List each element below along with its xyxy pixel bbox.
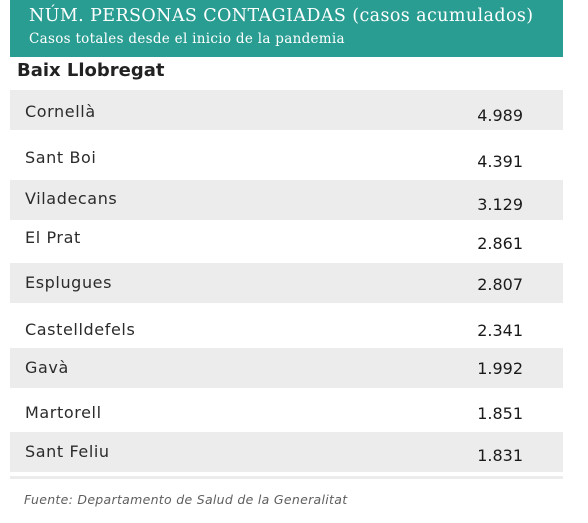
row-case-count: 1.992	[477, 359, 523, 378]
row-municipality-label: Viladecans	[25, 189, 118, 208]
table-row: Esplugues 2.807	[10, 263, 563, 303]
row-municipality-label: Castelldefels	[25, 320, 136, 339]
row-case-count: 1.831	[477, 446, 523, 465]
header-banner: NÚM. PERSONAS CONTAGIADAS (casos acumula…	[10, 0, 563, 57]
row-case-count: 4.391	[477, 152, 523, 171]
table-row: Castelldefels 2.341	[10, 310, 563, 350]
row-municipality-label: Sant Feliu	[25, 442, 110, 461]
source-note: Fuente: Departamento de Salud de la Gene…	[24, 492, 348, 507]
table-row: Martorell 1.851	[10, 392, 563, 432]
table-row: Viladecans 3.129	[10, 180, 563, 220]
row-municipality-label: Cornellà	[25, 102, 96, 121]
table-bottom-divider	[10, 476, 563, 479]
row-case-count: 2.807	[477, 275, 523, 294]
chart-title: NÚM. PERSONAS CONTAGIADAS (casos acumula…	[29, 6, 534, 26]
table-row: Gavà 1.992	[10, 348, 563, 388]
row-municipality-label: El Prat	[25, 228, 81, 247]
region-heading: Baix Llobregat	[17, 60, 165, 81]
row-case-count: 2.861	[477, 234, 523, 253]
row-municipality-label: Sant Boi	[25, 148, 97, 167]
row-case-count: 2.341	[477, 321, 523, 340]
row-case-count: 3.129	[477, 195, 523, 214]
row-municipality-label: Esplugues	[25, 273, 113, 292]
table-row: Cornellà 4.989	[10, 90, 563, 130]
table-row: Sant Feliu 1.831	[10, 432, 563, 472]
row-municipality-label: Gavà	[25, 358, 69, 377]
row-case-count: 4.989	[477, 106, 523, 125]
table-row: El Prat 2.861	[10, 220, 563, 260]
row-municipality-label: Martorell	[25, 403, 102, 422]
row-case-count: 1.851	[477, 404, 523, 423]
table-row: Sant Boi 4.391	[10, 139, 563, 179]
chart-subtitle: Casos totales desde el inicio de la pand…	[29, 31, 345, 47]
